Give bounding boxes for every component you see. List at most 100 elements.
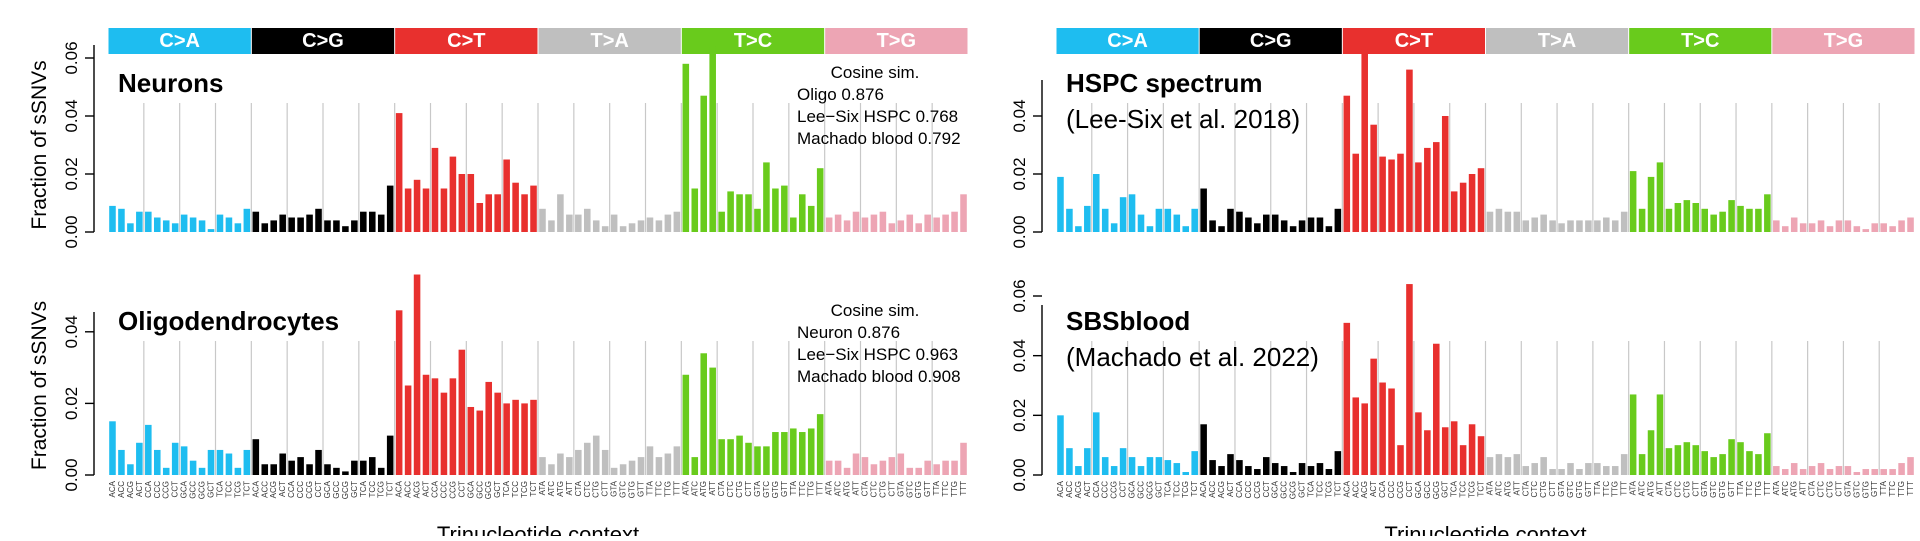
mutation-type-band <box>251 28 395 54</box>
y-tick-label: 0.00 <box>1010 215 1029 248</box>
context-tick-label: TCA <box>359 480 368 497</box>
bar <box>324 464 331 475</box>
bar <box>682 374 690 475</box>
bar <box>592 220 600 232</box>
bar <box>575 214 582 232</box>
bar <box>1477 168 1485 232</box>
context-tick-label: TTC <box>1888 481 1897 497</box>
cosine-value: Machado blood 0.908 <box>797 367 961 386</box>
context-tick-label: ATA <box>538 480 547 495</box>
bar <box>1638 208 1646 232</box>
bar <box>548 220 555 232</box>
context-tick-label: CTC <box>1817 481 1826 498</box>
y-tick-label: 0.04 <box>62 315 81 348</box>
context-tick-label: TTT <box>959 481 968 496</box>
context-tick-label: CCG <box>1396 481 1405 499</box>
bar <box>933 464 940 475</box>
y-tick-label: 0.04 <box>62 99 81 132</box>
bar <box>413 274 421 475</box>
context-tick-label: CTT <box>1834 481 1843 497</box>
bar <box>109 421 116 475</box>
y-axis-label: Fraction of sSNVs <box>28 60 51 229</box>
context-tick-label: CCA <box>430 480 439 498</box>
bar <box>781 432 788 475</box>
context-tick-label: ATG <box>1503 481 1512 497</box>
context-tick-label: GTC <box>1566 481 1575 498</box>
bar <box>1477 436 1485 475</box>
context-tick-label: GTA <box>610 480 619 497</box>
bar <box>377 467 385 475</box>
context-tick-label: ACA <box>1342 480 1351 497</box>
context-tick-label: TTT <box>672 481 681 496</box>
bar <box>807 205 815 232</box>
bar <box>700 95 708 232</box>
context-tick-label: CCT <box>457 481 466 498</box>
bar <box>1611 220 1619 232</box>
bar <box>1227 454 1234 475</box>
context-tick-label: TCA <box>1163 480 1172 497</box>
bar <box>852 453 860 475</box>
context-tick-label: GTA <box>1557 480 1566 497</box>
bar <box>1781 226 1789 232</box>
bar <box>1495 208 1503 232</box>
context-tick-label: TCA <box>1450 480 1459 497</box>
bar <box>1585 463 1592 475</box>
bar <box>933 217 940 232</box>
bar <box>790 428 797 475</box>
context-tick-label: TCC <box>224 481 233 498</box>
mutation-type-band <box>1199 28 1342 54</box>
bar <box>261 223 269 232</box>
bar <box>628 223 636 232</box>
bar <box>136 211 143 232</box>
context-tick-label: TCT <box>1333 481 1342 497</box>
bar <box>1334 208 1342 232</box>
bar <box>557 194 564 232</box>
bar <box>386 185 394 232</box>
bar <box>1298 220 1306 232</box>
bar <box>279 214 286 232</box>
context-tick-label: GCG <box>1289 481 1298 499</box>
bar <box>664 453 672 475</box>
bar <box>700 353 708 475</box>
bar <box>1057 176 1064 232</box>
context-tick-label: TTC <box>1602 481 1611 497</box>
context-tick-label: ATT <box>1655 481 1664 496</box>
bar <box>619 226 627 232</box>
bar <box>798 194 806 232</box>
bar <box>1656 162 1664 232</box>
context-tick-label: ACG <box>1074 481 1083 498</box>
mutation-type-label: C>A <box>1107 30 1148 52</box>
context-tick-label: GTG <box>771 481 780 498</box>
bar <box>745 194 752 232</box>
context-tick-label: ATA <box>1772 480 1781 495</box>
bar <box>1764 194 1771 232</box>
bar <box>807 428 815 475</box>
context-tick-label: CTA <box>1664 480 1673 496</box>
context-tick-label: CTA <box>574 480 583 496</box>
mutation-type-band <box>825 28 968 54</box>
bar <box>1531 463 1538 475</box>
bar <box>467 406 475 475</box>
bar <box>601 449 609 475</box>
bar <box>1245 466 1252 475</box>
context-tick-label: ATT <box>565 481 574 496</box>
bar <box>673 211 681 232</box>
bar <box>1504 457 1512 475</box>
context-tick-label: CCA <box>1378 480 1387 498</box>
cosine-value: Lee−Six HSPC 0.963 <box>797 345 958 364</box>
bar <box>1844 466 1852 475</box>
bar <box>1298 463 1306 475</box>
context-tick-label: CCA <box>144 480 153 498</box>
bar <box>333 467 340 475</box>
bar <box>118 449 125 475</box>
bar <box>1647 176 1655 232</box>
bar <box>763 162 770 232</box>
bar <box>951 211 958 232</box>
bar <box>566 457 573 475</box>
bar <box>1558 469 1565 475</box>
bar <box>754 208 761 232</box>
context-tick-label: ACA <box>1199 480 1208 497</box>
mutation-type-label: T>G <box>1824 30 1863 52</box>
context-tick-label: GTG <box>1718 481 1727 498</box>
bar <box>467 174 475 232</box>
